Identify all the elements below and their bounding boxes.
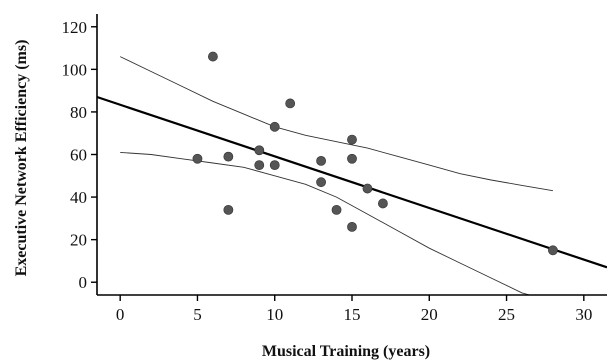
axes: 0 5 10 15 20 25 30 0 20 40 60 80 100 120: [62, 14, 607, 324]
y-axis-title: Executive Network Efficiency (ms): [13, 40, 30, 277]
y-tick-label: 80: [70, 103, 87, 122]
data-point: [548, 245, 558, 256]
data-point: [223, 204, 234, 215]
data-point: [378, 198, 388, 209]
confidence-bands: [120, 56, 553, 295]
data-point: [285, 98, 296, 109]
x-tick-label: 5: [193, 305, 202, 324]
data-point: [347, 134, 357, 145]
data-point: [223, 151, 234, 162]
data-points: [192, 51, 558, 256]
y-tick-label: 60: [70, 146, 87, 165]
data-point: [362, 183, 373, 194]
x-tick-label: 20: [421, 305, 438, 324]
data-point: [254, 145, 265, 156]
x-axis-title: Musical Training (years): [262, 343, 430, 360]
data-point: [331, 204, 342, 215]
y-tick-label: 120: [62, 18, 88, 37]
x-tick-label: 10: [266, 305, 283, 324]
x-tick-label: 0: [116, 305, 125, 324]
regression-line: [97, 95, 607, 269]
ci-upper-line: [120, 56, 553, 192]
data-point: [269, 160, 280, 171]
data-point: [269, 121, 280, 132]
data-point: [208, 51, 218, 62]
regression-line-layer: [97, 95, 607, 269]
data-point: [316, 177, 326, 188]
y-tick-label: 40: [70, 188, 87, 207]
data-point: [316, 155, 326, 166]
y-tick-label: 20: [70, 231, 87, 250]
y-tick-label: 0: [79, 273, 88, 292]
data-point: [192, 153, 203, 164]
ci-lower-line: [120, 151, 530, 295]
data-point: [347, 221, 357, 232]
data-point: [347, 153, 357, 164]
x-tick-label: 30: [575, 305, 592, 324]
y-tick-label: 100: [62, 60, 88, 79]
x-tick-label: 15: [344, 305, 361, 324]
data-point: [254, 160, 265, 171]
x-tick-label: 25: [498, 305, 515, 324]
